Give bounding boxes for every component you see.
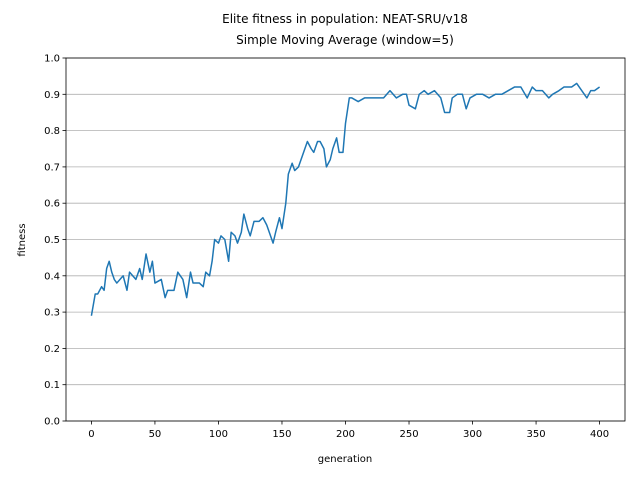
y-tick-label: 0.9 bbox=[44, 90, 60, 101]
y-tick-label: 0.1 bbox=[44, 380, 60, 391]
chart-title: Elite fitness in population: NEAT-SRU/v1… bbox=[222, 12, 468, 26]
x-tick-label: 100 bbox=[209, 429, 228, 440]
y-tick-label: 0.5 bbox=[44, 235, 60, 246]
x-axis-label: generation bbox=[318, 454, 372, 465]
x-tick-label: 50 bbox=[149, 429, 162, 440]
y-tick-label: 0.8 bbox=[44, 126, 60, 137]
x-tick-label: 300 bbox=[463, 429, 482, 440]
x-tick-label: 250 bbox=[399, 429, 418, 440]
y-tick-label: 0.6 bbox=[44, 199, 60, 210]
y-tick-label: 0.7 bbox=[44, 162, 60, 173]
chart-subtitle: Simple Moving Average (window=5) bbox=[236, 33, 454, 47]
x-tick-label: 400 bbox=[590, 429, 609, 440]
y-axis-label: fitness bbox=[17, 223, 28, 256]
x-tick-label: 0 bbox=[88, 429, 94, 440]
line bbox=[90, 82, 601, 316]
y-tick-label: 0.0 bbox=[44, 417, 60, 428]
plot-frame bbox=[65, 57, 626, 422]
y-tick-label: 0.4 bbox=[44, 271, 60, 282]
x-tick-label: 200 bbox=[336, 429, 355, 440]
x-tick-label: 150 bbox=[272, 429, 291, 440]
y-tick-label: 0.2 bbox=[44, 344, 60, 355]
x-tick-label: 350 bbox=[527, 429, 546, 440]
y-tick-label: 1.0 bbox=[44, 54, 60, 65]
y-tick-label: 0.3 bbox=[44, 308, 60, 319]
